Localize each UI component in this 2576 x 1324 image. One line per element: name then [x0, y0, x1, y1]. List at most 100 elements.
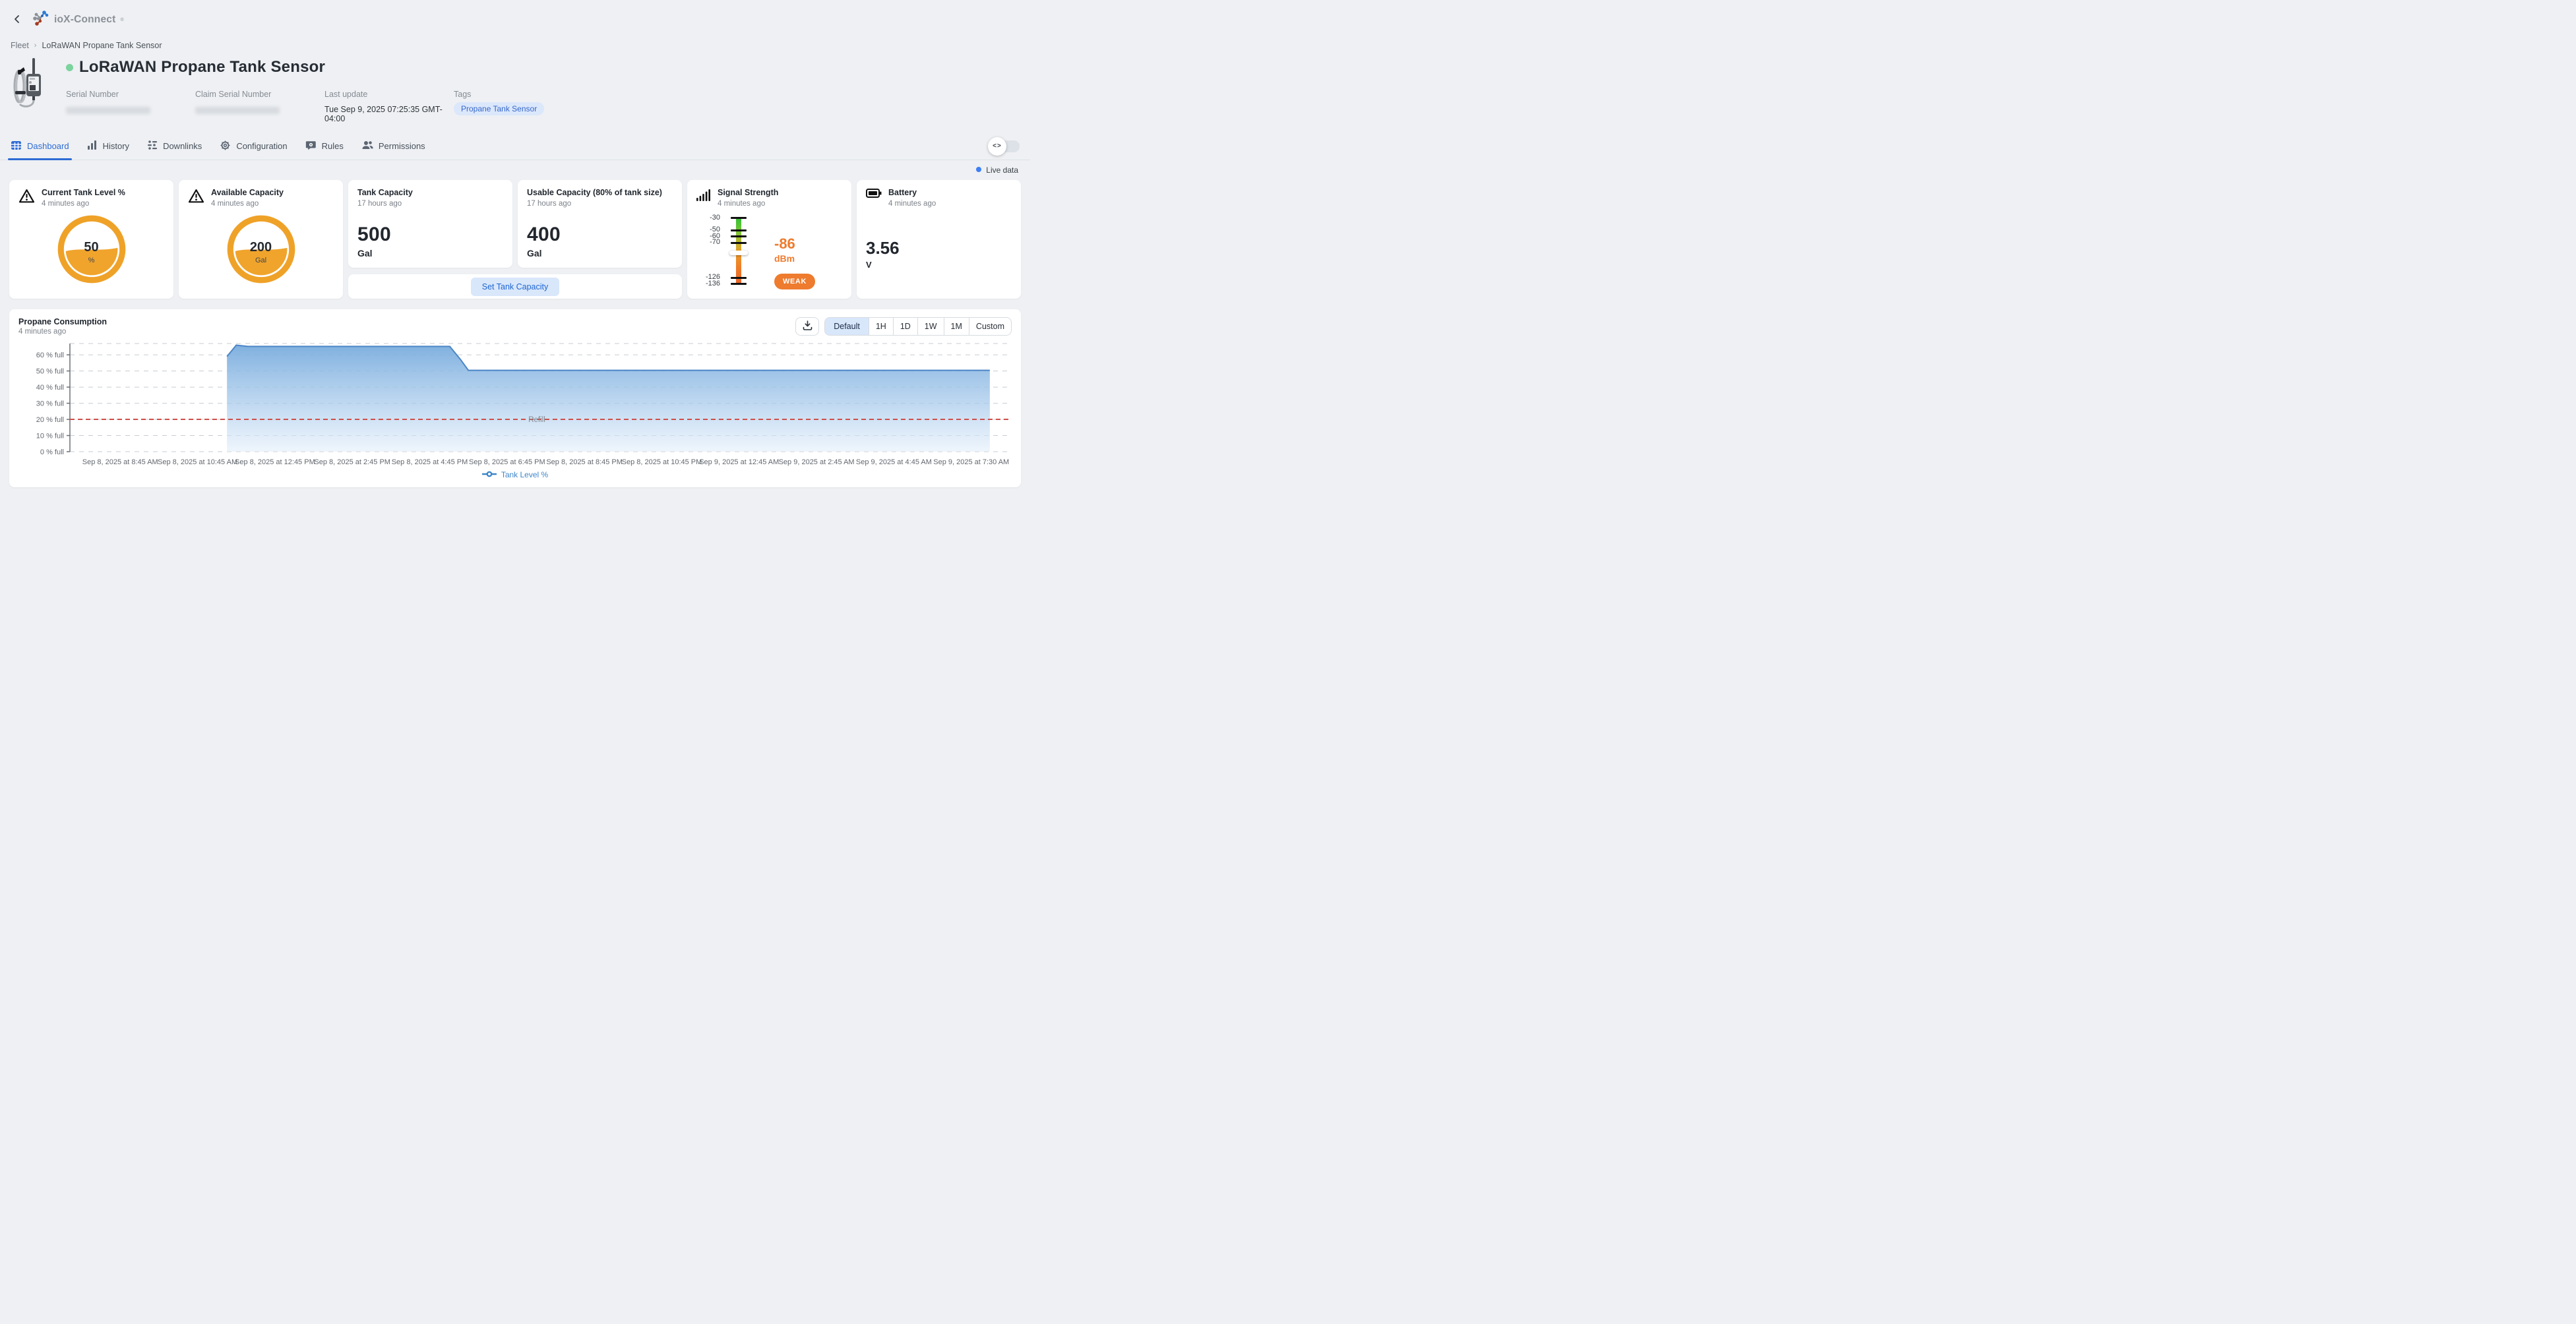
signal-gauge: -30 -50 -60 -70 -126 -136 — [696, 214, 761, 287]
topbar: ioX-Connect ® — [0, 0, 1030, 34]
svg-text:Sep 8, 2025 at 8:45 AM: Sep 8, 2025 at 8:45 AM — [82, 458, 158, 466]
svg-text:50 % full: 50 % full — [36, 368, 64, 376]
download-button[interactable] — [795, 317, 820, 336]
legend-marker-icon — [481, 469, 497, 481]
tab-dashboard[interactable]: Dashboard — [8, 133, 72, 160]
breadcrumb-fleet-link[interactable]: Fleet — [11, 41, 29, 50]
breadcrumb-current: LoRaWAN Propane Tank Sensor — [42, 41, 162, 50]
chat-bubble-icon — [305, 140, 317, 153]
tab-downlinks-label: Downlinks — [163, 141, 202, 151]
battery-card: Battery 4 minutes ago 3.56 V — [857, 180, 1021, 299]
tank-capacity-unit: Gal — [357, 247, 373, 258]
available-capacity-gauge: 200 Gal — [225, 213, 297, 286]
signal-bars-icon — [696, 189, 711, 205]
metric-cards: Current Tank Level % 4 minutes ago 50 % … — [9, 180, 1021, 299]
battery-unit: V — [866, 259, 872, 270]
svg-text:Sep 9, 2025 at 4:45 AM: Sep 9, 2025 at 4:45 AM — [856, 458, 932, 466]
tag-chip[interactable]: Propane Tank Sensor — [454, 102, 545, 115]
tank-capacity-card: Tank Capacity 17 hours ago 500 Gal — [348, 180, 512, 268]
signal-value-marker — [729, 251, 748, 256]
card-title: Available Capacity — [211, 188, 284, 197]
device-status-dot — [66, 63, 73, 71]
claim-serial-number-field: Claim Serial Number — [195, 90, 324, 123]
registered-mark: ® — [120, 17, 124, 22]
range-default[interactable]: Default — [825, 318, 869, 335]
propane-consumption-card: Propane Consumption 4 minutes ago Defaul… — [9, 309, 1021, 487]
range-1h[interactable]: 1H — [868, 318, 893, 335]
device-photo — [11, 57, 47, 123]
battery-icon — [866, 189, 882, 201]
code-icon: <> — [988, 136, 1006, 156]
back-button[interactable] — [11, 13, 24, 28]
usable-capacity-card: Usable Capacity (80% of tank size) 17 ho… — [518, 180, 682, 268]
breadcrumb-separator-icon: › — [34, 42, 37, 49]
propane-consumption-chart: 0 % full 10 % full 20 % full 30 % full 40 % … — [36, 343, 1009, 466]
chart-legend[interactable]: Tank Level % — [18, 469, 1012, 481]
tab-configuration[interactable]: Configuration — [220, 133, 288, 160]
svg-text:Sep 8, 2025 at 8:45 PM: Sep 8, 2025 at 8:45 PM — [546, 458, 623, 466]
svg-text:60 % full: 60 % full — [36, 351, 64, 359]
tab-rules[interactable]: Rules — [305, 133, 344, 160]
card-title: Signal Strength — [718, 188, 779, 197]
svg-text:Sep 8, 2025 at 4:45 PM: Sep 8, 2025 at 4:45 PM — [392, 458, 468, 466]
svg-text:Sep 9, 2025 at 7:30 AM: Sep 9, 2025 at 7:30 AM — [933, 458, 1009, 466]
svg-text:10 % full: 10 % full — [36, 433, 64, 440]
back-chevron-icon — [12, 14, 22, 26]
card-updated: 4 minutes ago — [718, 199, 766, 208]
code-view-toggle[interactable]: <> — [988, 136, 1020, 156]
device-header: LoRaWAN Propane Tank Sensor Serial Numbe… — [0, 50, 1030, 123]
live-data-indicator: Live data — [0, 160, 1030, 179]
brand-logo[interactable]: ioX-Connect ® — [32, 9, 124, 30]
tab-history-label: History — [102, 141, 130, 151]
claim-serial-number-redacted-value — [195, 107, 280, 114]
last-update-field: Last update Tue Sep 9, 2025 07:25:35 GMT… — [324, 90, 454, 123]
svg-text:Sep 8, 2025 at 2:45 PM: Sep 8, 2025 at 2:45 PM — [314, 458, 390, 466]
signal-status-badge: WEAK — [774, 273, 816, 289]
tabs-bar: Dashboard History Downlinks Configuratio… — [0, 133, 1030, 160]
card-title: Tank Capacity — [357, 188, 413, 197]
claim-serial-number-label: Claim Serial Number — [195, 90, 272, 99]
range-1m[interactable]: 1M — [943, 318, 969, 335]
serial-number-redacted-value — [66, 107, 150, 114]
svg-text:Sep 8, 2025 at 10:45 AM: Sep 8, 2025 at 10:45 AM — [158, 458, 237, 466]
svg-text:Refill: Refill — [528, 416, 545, 424]
signal-strength-card: Signal Strength 4 minutes ago -30 -50 -60-… — [687, 180, 851, 299]
tank-level-gauge: 50 % — [55, 213, 128, 286]
last-update-value: Tue Sep 9, 2025 07:25:35 GMT-04:00 — [324, 105, 443, 123]
tab-configuration-label: Configuration — [236, 141, 288, 151]
range-1w[interactable]: 1W — [917, 318, 944, 335]
card-updated: 17 hours ago — [527, 199, 572, 208]
signal-value: -86 — [774, 235, 795, 252]
chart-title: Propane Consumption — [18, 317, 107, 326]
svg-text:Sep 9, 2025 at 12:45 AM: Sep 9, 2025 at 12:45 AM — [699, 458, 779, 466]
signal-unit: dBm — [774, 253, 795, 264]
tab-downlinks[interactable]: Downlinks — [147, 133, 202, 160]
serial-number-label: Serial Number — [66, 90, 119, 99]
tab-permissions[interactable]: Permissions — [361, 133, 425, 160]
people-icon — [361, 140, 373, 152]
svg-text:20 % full: 20 % full — [36, 416, 64, 424]
live-data-label: Live data — [986, 166, 1018, 175]
tab-history[interactable]: History — [87, 133, 129, 160]
serial-number-field: Serial Number — [66, 90, 195, 123]
breadcrumb: Fleet › LoRaWAN Propane Tank Sensor — [0, 34, 1030, 50]
iox-connect-logo-icon — [32, 9, 49, 30]
chart-controls: Default 1H 1D 1W 1M Custom — [795, 317, 1012, 336]
set-tank-capacity-button[interactable]: Set Tank Capacity — [470, 277, 560, 296]
range-1d[interactable]: 1D — [892, 318, 917, 335]
warning-triangle-icon — [188, 189, 204, 207]
svg-text:Sep 9, 2025 at 2:45 AM: Sep 9, 2025 at 2:45 AM — [779, 458, 855, 466]
svg-text:0 % full: 0 % full — [40, 448, 64, 456]
live-data-dot-icon — [976, 167, 982, 172]
current-tank-level-card: Current Tank Level % 4 minutes ago 50 % — [9, 180, 173, 299]
gear-icon — [220, 140, 231, 153]
card-updated: 4 minutes ago — [888, 199, 936, 208]
range-custom[interactable]: Custom — [968, 318, 1011, 335]
svg-text:Sep 8, 2025 at 10:45 PM: Sep 8, 2025 at 10:45 PM — [622, 458, 702, 466]
tab-dashboard-label: Dashboard — [27, 141, 69, 151]
card-updated: 17 hours ago — [357, 199, 402, 208]
svg-text:30 % full: 30 % full — [36, 400, 64, 408]
chart-updated: 4 minutes ago — [18, 328, 67, 336]
device-title: LoRaWAN Propane Tank Sensor — [79, 58, 326, 76]
tags-label: Tags — [454, 90, 472, 99]
